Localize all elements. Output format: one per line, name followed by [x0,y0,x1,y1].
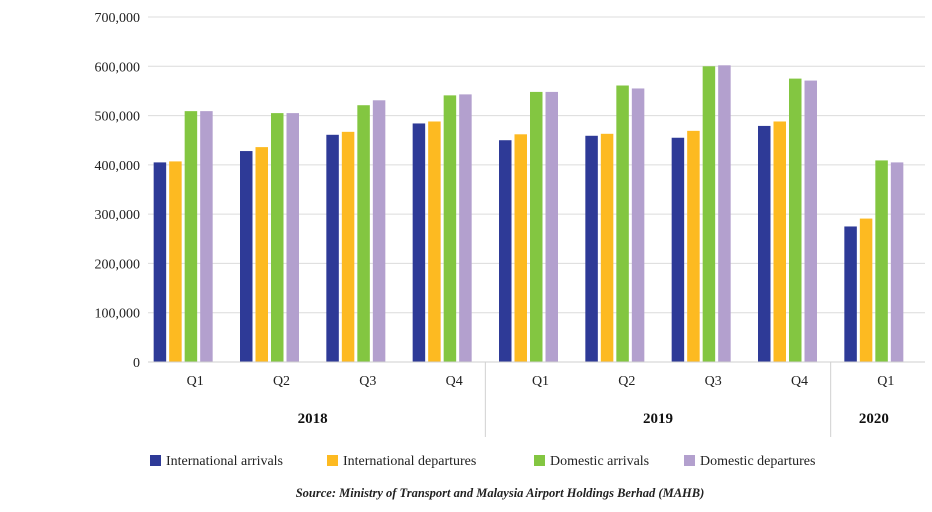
bar-domestic-departures [545,91,558,363]
legend-swatch [150,455,161,466]
bar-international-arrivals [758,125,771,363]
bar-domestic-arrivals [530,91,543,363]
x-tick-label: Q2 [618,374,635,389]
bar-domestic-arrivals [443,95,457,362]
legend-label: International arrivals [166,454,283,469]
bar-domestic-departures [286,113,299,362]
bar-international-departures [687,130,700,362]
bar-domestic-arrivals [702,66,716,363]
year-label: 2020 [859,411,889,427]
bar-international-arrivals [153,162,167,362]
y-tick-label: 600,000 [95,60,141,75]
bar-international-departures [773,121,786,362]
bar-domestic-departures [200,111,213,362]
legend-swatch [684,455,695,466]
legend-label: International departures [343,454,476,469]
y-tick-label: 100,000 [95,307,141,322]
x-tick-label: Q1 [532,374,549,389]
bar-international-arrivals [240,151,253,362]
legend-label: Domestic arrivals [550,454,649,469]
bar-international-departures [859,218,873,362]
legend-label: Domestic departures [700,454,815,469]
bar-domestic-departures [372,100,386,363]
bar-domestic-arrivals [875,160,888,362]
y-tick-label: 700,000 [95,11,141,26]
x-tick-label: Q3 [359,374,376,389]
legend-swatch [534,455,545,466]
x-tick-label: Q3 [705,374,722,389]
x-tick-label: Q1 [877,374,894,389]
bar-international-departures [255,147,268,362]
x-tick-label: Q4 [446,374,463,389]
x-tick-label: Q1 [187,374,204,389]
y-tick-label: 200,000 [95,257,141,272]
bar-domestic-arrivals [357,105,370,362]
bar-domestic-departures [631,88,645,362]
bar-domestic-arrivals [789,78,802,362]
x-tick-label: Q2 [273,374,290,389]
year-label: 2018 [298,411,328,427]
bar-international-arrivals [844,226,857,362]
bar-domestic-departures [890,162,904,362]
bar-international-departures [341,131,355,362]
bar-domestic-departures [459,94,472,362]
source-note: Source: Ministry of Transport and Malays… [296,486,705,500]
bar-international-departures [428,121,441,362]
y-axis-ticks: 0 100,000 200,000 300,000 400,000 500,000 600,… [95,11,141,371]
y-tick-label: 500,000 [95,110,141,125]
y-tick-label: 400,000 [95,159,141,174]
bar-international-departures [600,133,614,362]
bar-international-departures [169,161,182,362]
bar-domestic-arrivals [184,111,198,362]
bar-international-arrivals [499,140,512,362]
legend: International arrivals International depa… [150,454,815,469]
legend-swatch [327,455,338,466]
bars [153,65,904,363]
year-label: 2019 [643,411,673,427]
bar-international-departures [514,134,527,362]
bar-domestic-departures [718,65,731,363]
y-tick-label: 300,000 [95,208,141,223]
bar-domestic-arrivals [616,85,629,362]
y-tick-label: 0 [133,356,140,371]
bar-international-arrivals [412,123,426,362]
bar-domestic-departures [804,80,817,362]
x-tick-label: Q4 [791,374,808,389]
bar-domestic-arrivals [271,113,284,362]
bar-international-arrivals [326,134,339,362]
x-axis: Q1 Q2 Q3 Q4 Q1 Q2 Q3 Q4 Q1 2018 2019 2020 [148,361,925,437]
bar-international-arrivals [671,137,685,362]
bar-international-arrivals [585,135,598,362]
